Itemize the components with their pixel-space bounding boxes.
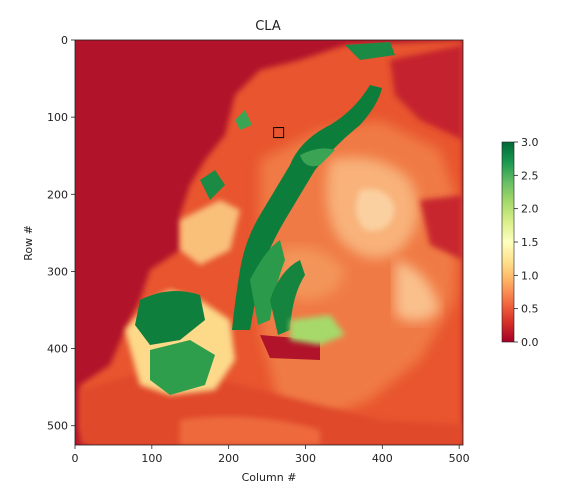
colorbar-tick-label: 3.0 (521, 136, 539, 149)
x-tick-label: 100 (141, 452, 162, 465)
x-axis-ticks: 0 100 200 300 400 500 (72, 445, 470, 465)
colorbar-tick-label: 0.0 (521, 336, 539, 349)
y-tick-label: 0 (61, 34, 68, 47)
colorbar-tick-label: 2.5 (521, 169, 539, 182)
colorbar-tick-label: 2.0 (521, 203, 539, 216)
y-axis-ticks: 0 100 200 300 400 500 (47, 34, 75, 433)
y-tick-label: 100 (47, 111, 68, 124)
x-axis-label: Column # (242, 471, 297, 484)
x-tick-label: 0 (72, 452, 79, 465)
y-tick-label: 500 (47, 420, 68, 433)
plot-frame (74, 39, 464, 446)
x-tick-label: 300 (295, 452, 316, 465)
heatmap-image (75, 40, 463, 445)
y-tick-label: 400 (47, 343, 68, 356)
colorbar (501, 141, 515, 343)
x-tick-label: 200 (218, 452, 239, 465)
chart-title: CLA (255, 19, 281, 34)
y-axis-label: Row # (22, 225, 35, 261)
colorbar-tick-label: 0.5 (521, 303, 539, 316)
y-tick-label: 300 (47, 265, 68, 278)
marker-square (273, 127, 285, 139)
x-tick-label: 500 (449, 452, 470, 465)
x-tick-label: 400 (372, 452, 393, 465)
colorbar-ticks: 0.0 0.5 1.0 1.5 2.0 2.5 3.0 (514, 136, 539, 349)
colorbar-tick-label: 1.0 (521, 269, 539, 282)
colorbar-tick-label: 1.5 (521, 236, 539, 249)
y-tick-label: 200 (47, 188, 68, 201)
